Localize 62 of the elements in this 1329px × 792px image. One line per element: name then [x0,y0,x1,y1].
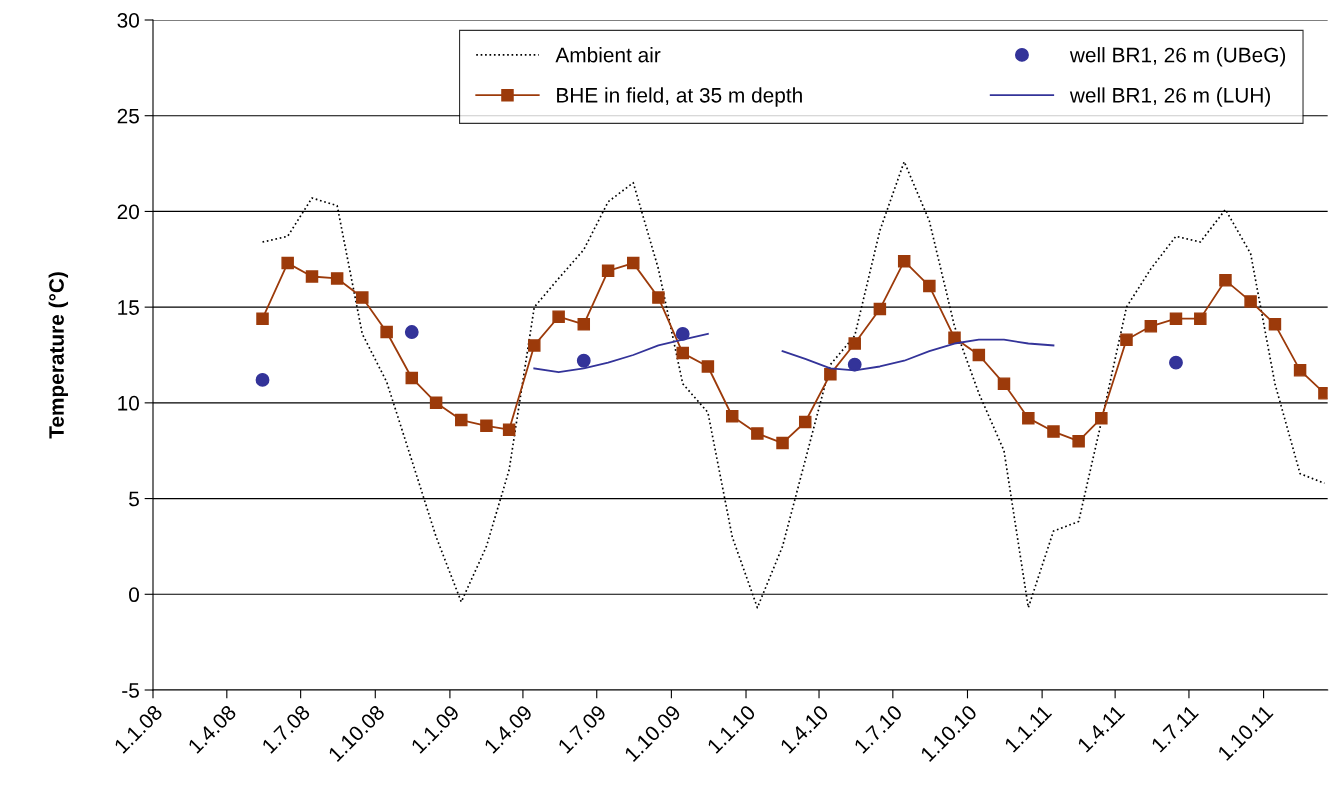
y-tick-label: 15 [118,300,139,315]
point [798,415,812,429]
y-tick-label: 30 [117,13,139,28]
point [997,377,1011,390]
point [1144,320,1158,333]
y-tick-label: 20 [117,204,139,220]
point [404,325,419,339]
point [923,279,936,293]
y-tick-label: 25 [117,108,139,124]
point [577,318,591,331]
point [528,339,541,352]
point [897,254,911,268]
point [676,346,689,360]
point [824,367,837,381]
point [701,360,715,373]
point [1047,425,1060,438]
point [972,348,986,362]
point [255,372,270,387]
point [776,436,789,450]
point [1022,411,1035,425]
point [305,270,319,283]
point [1169,312,1183,325]
point [601,264,615,278]
legend-label: well BR1, 26 m (LUH) [1069,87,1271,107]
y-tick-label: 5 [129,491,139,507]
legend-label: Ambient air [555,47,661,63]
y-tick-label: 0 [129,587,139,603]
y-tick-label: -5 [122,683,139,698]
point [552,310,565,323]
legend-label: BHE in field, at 35 m depth [557,87,802,107]
point [380,325,393,339]
point [1072,434,1085,448]
point [576,353,591,368]
y-axis-title: Temperature (°C) [48,272,69,439]
point [256,312,269,325]
point [1120,333,1133,346]
point [405,371,419,385]
point [873,302,887,316]
point [1244,295,1257,308]
point [281,256,294,270]
point [652,291,665,304]
point [675,327,690,341]
point [1293,364,1307,377]
point [1095,411,1108,425]
point [725,410,739,423]
point [330,272,344,285]
point [1194,312,1207,325]
point [848,337,861,350]
point [480,419,493,433]
point [455,413,468,427]
point [847,357,862,372]
point [948,331,961,345]
point [1268,318,1282,331]
point [1169,355,1183,370]
point [751,427,764,440]
point [356,291,369,304]
y-tick-label: 10 [118,395,139,411]
point [502,423,516,436]
point [627,256,640,270]
point [1219,274,1232,287]
legend-label: well BR1, 26 m (UBeG) [1069,47,1286,67]
point [429,396,443,410]
